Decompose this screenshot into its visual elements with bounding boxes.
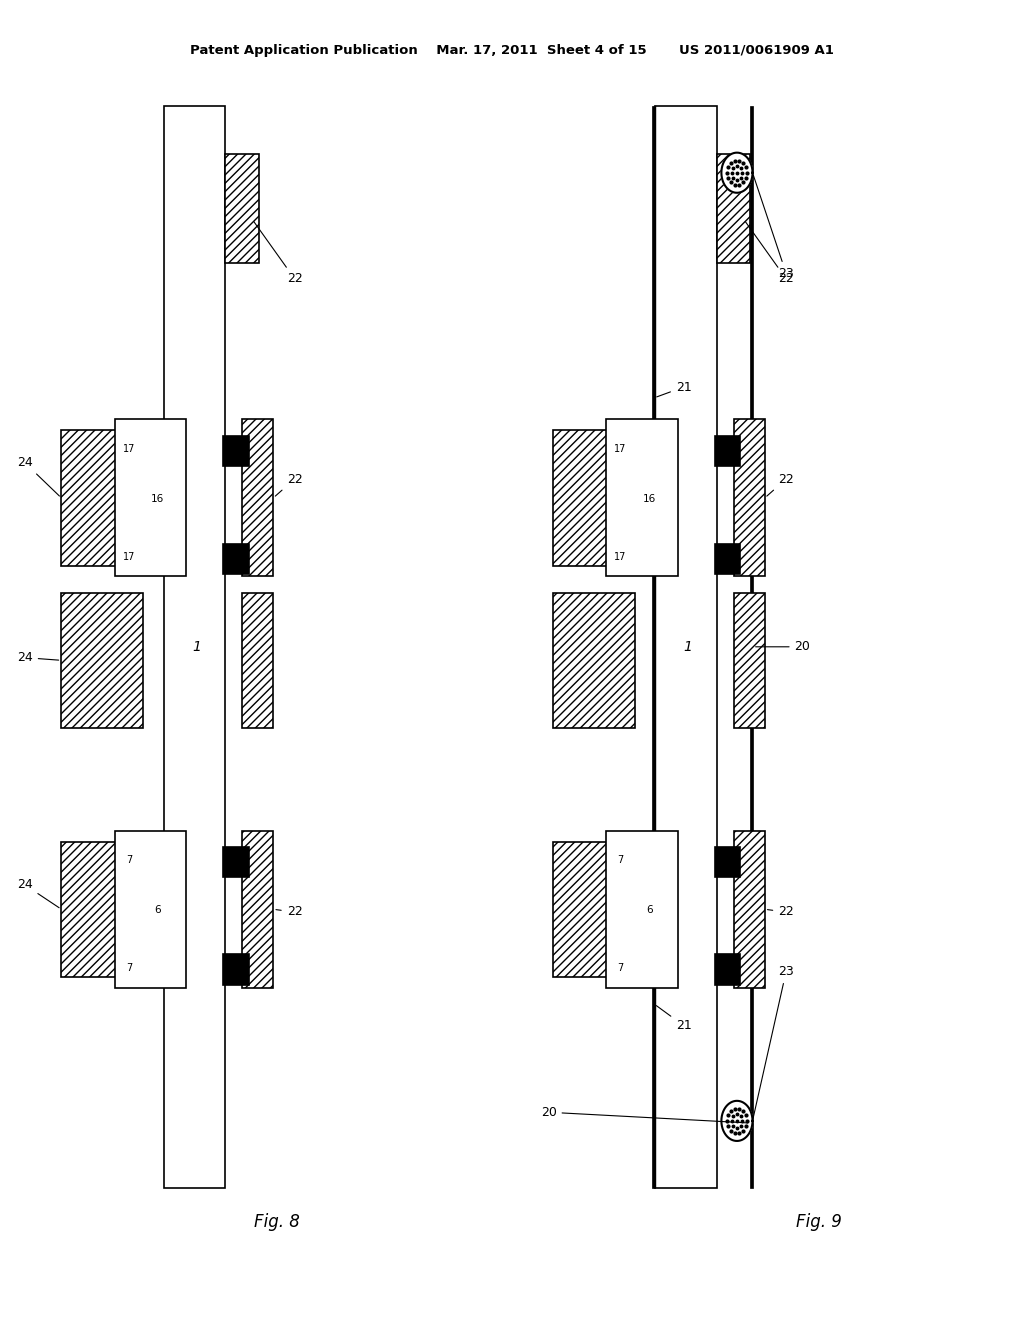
Text: 24: 24: [17, 878, 59, 908]
Text: 17: 17: [123, 552, 135, 562]
Text: 21: 21: [656, 380, 691, 397]
Text: 24: 24: [17, 651, 58, 664]
Text: 17: 17: [614, 444, 627, 454]
Polygon shape: [721, 153, 753, 193]
Bar: [61, 842, 143, 977]
Bar: [553, 430, 635, 566]
Text: 6: 6: [646, 904, 652, 915]
Text: 22: 22: [254, 222, 302, 285]
Text: 17: 17: [123, 444, 135, 454]
Bar: [61, 430, 143, 566]
Bar: [115, 420, 186, 577]
Text: 22: 22: [745, 222, 794, 285]
Bar: [115, 830, 186, 987]
Text: 21: 21: [656, 1006, 691, 1032]
Text: 23: 23: [754, 176, 794, 280]
Bar: [164, 106, 225, 1188]
Bar: [717, 154, 751, 263]
Bar: [223, 954, 249, 985]
Bar: [553, 593, 635, 729]
Text: 1: 1: [684, 640, 692, 653]
Bar: [243, 830, 273, 987]
Bar: [715, 436, 740, 466]
Bar: [223, 544, 249, 574]
Text: 7: 7: [617, 964, 624, 973]
Bar: [734, 420, 765, 577]
Text: 1: 1: [193, 640, 201, 653]
Bar: [654, 106, 655, 1188]
Text: 7: 7: [126, 964, 132, 973]
Text: 7: 7: [617, 855, 624, 865]
Text: 22: 22: [275, 906, 302, 919]
Bar: [243, 420, 273, 577]
Bar: [715, 544, 740, 574]
Text: Fig. 9: Fig. 9: [797, 1213, 842, 1232]
Bar: [751, 106, 753, 1188]
Text: Fig. 8: Fig. 8: [254, 1213, 299, 1232]
Text: 20: 20: [756, 640, 811, 653]
Text: 22: 22: [275, 473, 302, 496]
Bar: [715, 847, 740, 878]
Bar: [655, 106, 717, 1188]
Bar: [734, 830, 765, 987]
Bar: [606, 420, 678, 577]
Text: 17: 17: [614, 552, 627, 562]
Text: 6: 6: [155, 904, 161, 915]
Bar: [652, 106, 654, 1188]
Bar: [606, 830, 678, 987]
Text: 20: 20: [541, 1106, 748, 1123]
Bar: [225, 154, 259, 263]
Bar: [223, 847, 249, 878]
Bar: [223, 436, 249, 466]
Bar: [715, 954, 740, 985]
Text: Patent Application Publication    Mar. 17, 2011  Sheet 4 of 15       US 2011/006: Patent Application Publication Mar. 17, …: [190, 44, 834, 57]
Bar: [553, 842, 635, 977]
Text: 7: 7: [126, 855, 132, 865]
Text: 22: 22: [767, 906, 794, 919]
Text: 24: 24: [17, 457, 59, 496]
Bar: [243, 593, 273, 729]
Polygon shape: [721, 1101, 753, 1140]
Text: 16: 16: [152, 494, 164, 503]
Text: 16: 16: [643, 494, 655, 503]
Text: 22: 22: [767, 473, 794, 496]
Bar: [61, 593, 143, 729]
Bar: [734, 593, 765, 729]
Text: 23: 23: [753, 965, 794, 1118]
